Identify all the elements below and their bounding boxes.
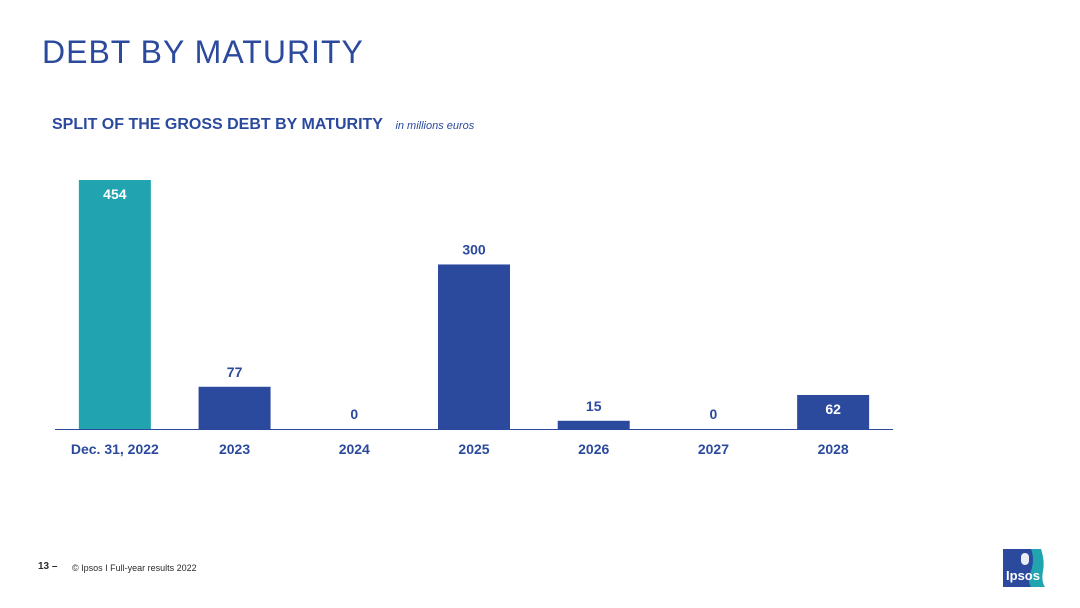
chart-unit-note: in millions euros — [395, 120, 475, 132]
chart-header: SPLIT OF THE GROSS DEBT BY MATURITY in m… — [52, 116, 474, 134]
bar-2028 — [797, 394, 870, 429]
x-tick-label: 2025 — [458, 441, 489, 457]
data-label: 0 — [350, 406, 358, 422]
data-label: 300 — [462, 241, 486, 257]
x-tick-label: 2024 — [339, 441, 370, 457]
bar-2025 — [438, 264, 510, 429]
footer-text: © Ipsos I Full-year results 2022 — [72, 563, 197, 573]
x-tick-label: 2023 — [219, 441, 250, 457]
footer-page-number: 13 – — [38, 561, 58, 572]
data-label: 454 — [103, 186, 127, 202]
page-title: DEBT BY MATURITY — [42, 34, 364, 70]
x-tick-label: 2027 — [698, 441, 729, 457]
bar-2026 — [557, 420, 630, 429]
ipsos-logo: Ipsos — [1001, 547, 1045, 587]
chart-title: SPLIT OF THE GROSS DEBT BY MATURITY — [52, 116, 383, 133]
data-label: 15 — [586, 398, 602, 414]
data-label: 77 — [227, 364, 243, 380]
logo-shape — [1003, 549, 1045, 587]
bar-2023 — [198, 386, 271, 429]
x-tick-label: Dec. 31, 2022 — [71, 441, 159, 457]
data-label: 0 — [710, 406, 718, 422]
x-tick-label: 2026 — [578, 441, 609, 457]
bar-dec-31-2022 — [78, 180, 151, 429]
logo-wordmark: Ipsos — [1006, 568, 1040, 583]
data-label: 62 — [825, 401, 841, 417]
x-tick-label: 2028 — [818, 441, 849, 457]
